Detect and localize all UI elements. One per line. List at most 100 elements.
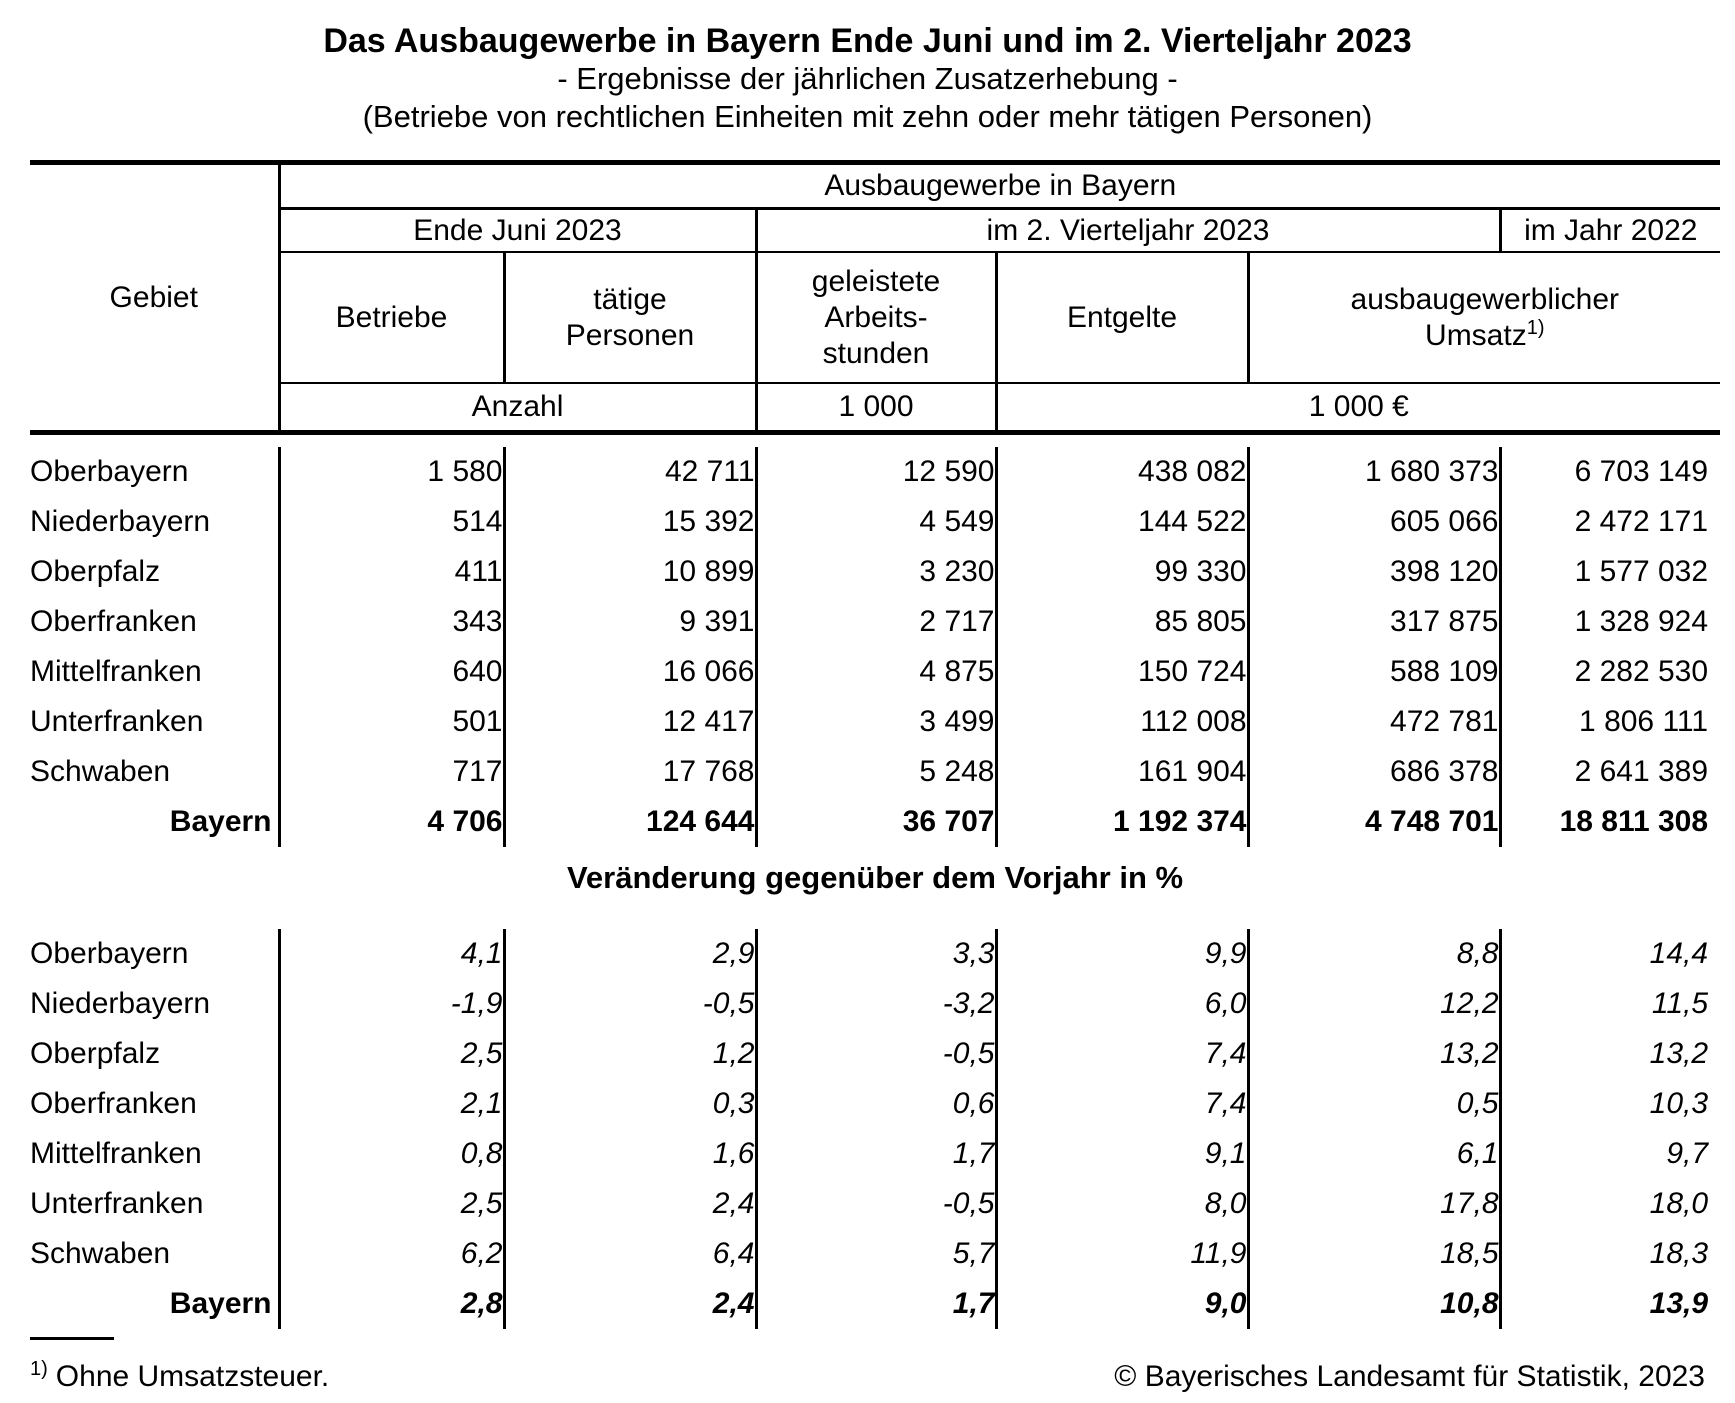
cell-umsatz-2023: 472 781 bbox=[1246, 696, 1500, 747]
table-row: Unterfranken 2,5 2,4 -0,5 8,0 17,8 18,0 bbox=[30, 1178, 1721, 1229]
region-label: Oberbayern bbox=[30, 454, 189, 488]
cell-umsatz-2023: 17,8 bbox=[1246, 1178, 1500, 1229]
unit-anzahl: Anzahl bbox=[279, 383, 756, 435]
cell-betriebe: 2,5 bbox=[277, 1178, 504, 1229]
column-group-jahr-2022: im Jahr 2022 bbox=[1498, 208, 1721, 253]
cell-personen: 6,4 bbox=[502, 1228, 756, 1279]
table-row: Schwaben 717 17 768 5 248 161 904 686 37… bbox=[30, 746, 1721, 797]
footnote-marker: 1) bbox=[30, 1357, 48, 1380]
region-label: Oberbayern bbox=[30, 936, 189, 970]
cell-stunden: 3 499 bbox=[754, 696, 996, 747]
cell-stunden: 4 549 bbox=[754, 496, 996, 547]
cell-umsatz-2023: 12,2 bbox=[1246, 978, 1500, 1029]
cell-umsatz-2023: 8,8 bbox=[1246, 928, 1500, 979]
region-label: Mittelfranken bbox=[30, 1136, 202, 1170]
cell-umsatz-2023: 317 875 bbox=[1246, 596, 1500, 647]
cell-stunden: -0,5 bbox=[754, 1178, 996, 1229]
cell-betriebe: 717 bbox=[277, 746, 504, 797]
cell-umsatz-2022: 2 472 171 bbox=[1498, 496, 1721, 547]
cell-personen: 10 899 bbox=[502, 546, 756, 597]
cell-entgelte: 144 522 bbox=[994, 496, 1248, 547]
cell-entgelte: 6,0 bbox=[994, 978, 1248, 1029]
table-row: Oberfranken 343 9 391 2 717 85 805 317 8… bbox=[30, 596, 1721, 647]
cell-entgelte: 11,9 bbox=[994, 1228, 1248, 1279]
region-label: Mittelfranken bbox=[30, 654, 202, 688]
region-label: Oberfranken bbox=[30, 1086, 197, 1120]
cell-personen: 2,9 bbox=[502, 928, 756, 979]
cell-stunden: 12 590 bbox=[754, 446, 996, 497]
cell-stunden: 4 875 bbox=[754, 646, 996, 697]
label-line: geleistete bbox=[811, 264, 941, 298]
cell-personen: 1,2 bbox=[502, 1028, 756, 1079]
cell-stunden: 5 248 bbox=[754, 746, 996, 797]
page-subtitle-2: (Betriebe von rechtlichen Einheiten mit … bbox=[362, 99, 1373, 134]
page-title: Das Ausbaugewerbe in Bayern Ende Juni un… bbox=[323, 22, 1412, 60]
column-header-entgelte: Entgelte bbox=[994, 252, 1248, 384]
cell-umsatz-2023: 1 680 373 bbox=[1246, 446, 1500, 497]
unit-tausend-euro: 1 000 € bbox=[994, 383, 1721, 435]
cell-umsatz-2023: 18,5 bbox=[1246, 1228, 1500, 1279]
change-section-heading: Veränderung gegenüber dem Vorjahr in % bbox=[30, 847, 1720, 929]
table-row: Niederbayern -1,9 -0,5 -3,2 6,0 12,2 11,… bbox=[30, 978, 1721, 1029]
cell-personen: 1,6 bbox=[502, 1128, 756, 1179]
cell-personen: 17 768 bbox=[502, 746, 756, 797]
cell-umsatz-2022: 18,0 bbox=[1498, 1178, 1721, 1229]
cell-personen: 12 417 bbox=[502, 696, 756, 747]
umsatz-label: Umsatz bbox=[1425, 318, 1527, 352]
cell-entgelte: 1 192 374 bbox=[994, 796, 1248, 847]
cell-personen: 2,4 bbox=[502, 1178, 756, 1229]
cell-umsatz-2022: 1 806 111 bbox=[1498, 696, 1721, 747]
cell-umsatz-2022: 18 811 308 bbox=[1498, 796, 1721, 847]
cell-umsatz-2022: 9,7 bbox=[1498, 1128, 1721, 1179]
cell-umsatz-2022: 6 703 149 bbox=[1498, 446, 1721, 497]
cell-stunden: 3,3 bbox=[754, 928, 996, 979]
cell-betriebe: 640 bbox=[277, 646, 504, 697]
cell-betriebe: 4,1 bbox=[277, 928, 504, 979]
copyright-notice: © Bayerisches Landesamt für Statistik, 2… bbox=[1114, 1359, 1705, 1393]
cell-entgelte: 161 904 bbox=[994, 746, 1248, 797]
unit-tausend: 1 000 bbox=[754, 383, 996, 435]
cell-personen: 124 644 bbox=[502, 796, 756, 847]
header-row-group: Gebiet Ausbaugewerbe in Bayern bbox=[30, 162, 1721, 435]
cell-entgelte: 112 008 bbox=[994, 696, 1248, 747]
cell-umsatz-2022: 2 641 389 bbox=[1498, 746, 1721, 797]
cell-personen: 42 711 bbox=[502, 446, 756, 497]
region-label: Schwaben bbox=[30, 754, 171, 788]
cell-umsatz-2022: 18,3 bbox=[1498, 1228, 1721, 1279]
cell-betriebe: 0,8 bbox=[277, 1128, 504, 1179]
table-header: Gebiet Ausbaugewerbe in Bayern Ende Juni… bbox=[30, 162, 1721, 435]
change-values-section: Oberbayern 4,1 2,9 3,3 9,9 8,8 14,4 Nied… bbox=[30, 928, 1721, 1329]
cell-betriebe: 6,2 bbox=[277, 1228, 504, 1279]
cell-umsatz-2022: 2 282 530 bbox=[1498, 646, 1721, 697]
spacer-row bbox=[30, 433, 1720, 447]
column-group-ende-juni: Ende Juni 2023 bbox=[279, 208, 756, 253]
cell-personen: 9 391 bbox=[502, 596, 756, 647]
label-line: Personen bbox=[565, 318, 695, 352]
table-row: Niederbayern 514 15 392 4 549 144 522 60… bbox=[30, 496, 1721, 547]
cell-umsatz-2023: 0,5 bbox=[1246, 1078, 1500, 1129]
table-row: Oberbayern 1 580 42 711 12 590 438 082 1… bbox=[30, 446, 1721, 497]
cell-stunden: 1,7 bbox=[754, 1278, 996, 1329]
cell-entgelte: 7,4 bbox=[994, 1078, 1248, 1129]
cell-umsatz-2023: 686 378 bbox=[1246, 746, 1500, 797]
table-row: Oberpfalz 411 10 899 3 230 99 330 398 12… bbox=[30, 546, 1721, 597]
cell-betriebe: 2,5 bbox=[277, 1028, 504, 1079]
cell-umsatz-2023: 605 066 bbox=[1246, 496, 1500, 547]
cell-entgelte: 99 330 bbox=[994, 546, 1248, 597]
cell-stunden: -3,2 bbox=[754, 978, 996, 1029]
table-row: Mittelfranken 0,8 1,6 1,7 9,1 6,1 9,7 bbox=[30, 1128, 1721, 1179]
region-label: Niederbayern bbox=[30, 986, 211, 1020]
cell-entgelte: 7,4 bbox=[994, 1028, 1248, 1079]
cell-betriebe: 2,8 bbox=[277, 1278, 504, 1329]
region-label: Bayern bbox=[169, 804, 272, 838]
cell-personen: 15 392 bbox=[502, 496, 756, 547]
cell-umsatz-2022: 1 328 924 bbox=[1498, 596, 1721, 647]
column-header-umsatz: ausbaugewerblicher Umsatz1) bbox=[1246, 252, 1721, 384]
cell-entgelte: 150 724 bbox=[994, 646, 1248, 697]
cell-entgelte: 9,0 bbox=[994, 1278, 1248, 1329]
cell-stunden: 0,6 bbox=[754, 1078, 996, 1129]
cell-umsatz-2023: 588 109 bbox=[1246, 646, 1500, 697]
cell-betriebe: 4 706 bbox=[277, 796, 504, 847]
cell-betriebe: 1 580 bbox=[277, 446, 504, 497]
